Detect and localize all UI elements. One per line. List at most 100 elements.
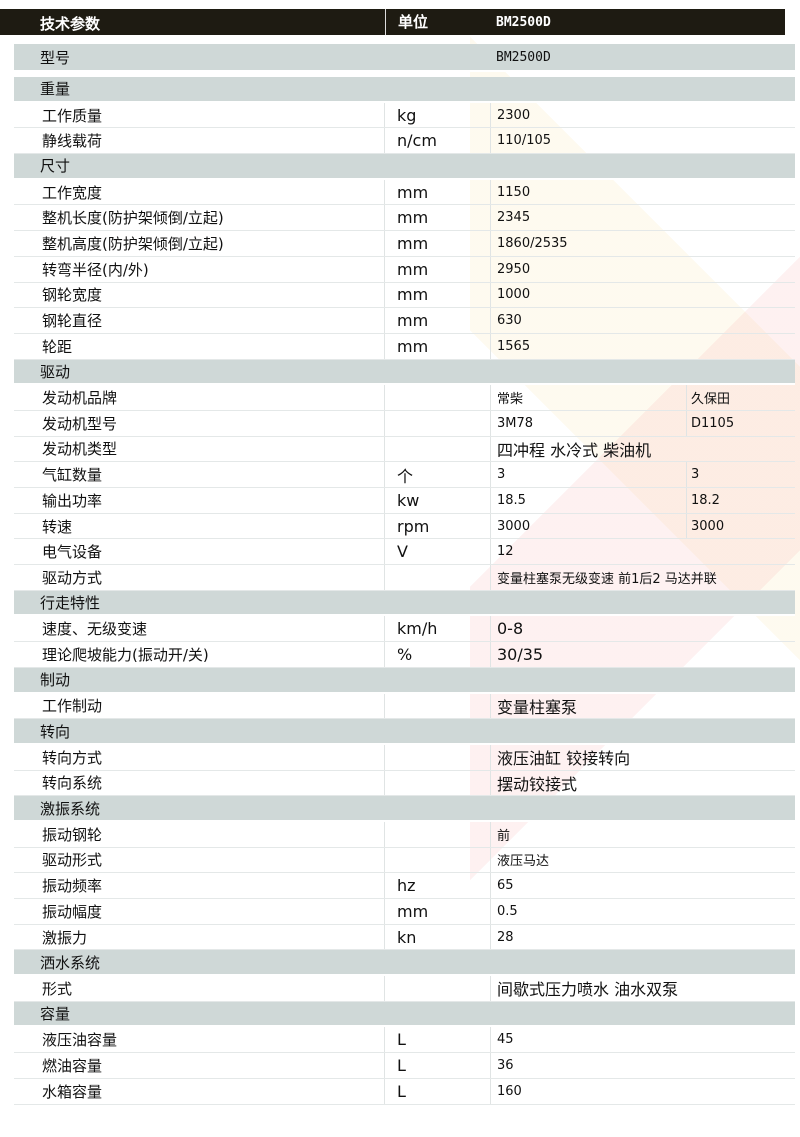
section-title: 尺寸 [40, 157, 71, 176]
value-cell: 2345 [490, 205, 795, 231]
spec-table: 型号 BM2500D 重量工作质量 kg 2300 静线载荷 n/cm 110/105 尺寸… [14, 44, 795, 1105]
value-cell-alt: 久保田 [686, 385, 795, 410]
param-label: 发动机类型 [42, 440, 118, 459]
unit-cell: mm [384, 256, 490, 282]
unit-cell: mm [384, 179, 490, 205]
value-cell: 前 [490, 821, 795, 847]
table-row: 水箱容量 L 160 [14, 1078, 795, 1105]
section-header: 容量 [14, 1001, 795, 1028]
param-label: 转速 [42, 517, 73, 536]
value-cell: 1860/2535 [490, 231, 795, 256]
value-cell: 1565 [490, 333, 795, 359]
table-row: 输出功率 kw 18.5 18.2 [14, 488, 795, 514]
table-row: 整机长度(防护架倾倒/立起) mm 2345 [14, 205, 795, 232]
param-label: 振动频率 [42, 877, 103, 896]
unit-cell: km/h [384, 616, 490, 642]
param-label: 钢轮宽度 [42, 286, 103, 305]
unit-cell: mm [384, 899, 490, 924]
unit-cell [384, 410, 490, 436]
table-row: 驱动方式 变量柱塞泵无级变速 前1后2 马达并联 [14, 565, 795, 591]
param-label: 气缸数量 [42, 466, 103, 485]
table-row: 转向系统 摆动铰接式 [14, 770, 795, 797]
unit-cell: 个 [384, 462, 490, 487]
value-cell: 65 [490, 873, 795, 898]
param-label: 工作制动 [42, 697, 103, 716]
section-header: 转向 [14, 719, 795, 745]
table-row: 静线载荷 n/cm 110/105 [14, 128, 795, 155]
table-row: 振动幅度 mm 0.5 [14, 899, 795, 925]
value-cell: 变量柱塞泵无级变速 前1后2 马达并联 [490, 565, 795, 590]
unit-cell: mm [384, 282, 490, 308]
unit-cell: L [384, 1027, 490, 1053]
unit-cell [384, 436, 490, 462]
param-label: 水箱容量 [42, 1082, 103, 1101]
value-cell: 12 [490, 539, 795, 565]
unit-cell: mm [384, 333, 490, 359]
table-row: 转弯半径(内/外) mm 2950 [14, 256, 795, 283]
section-header: 激振系统 [14, 796, 795, 822]
value-cell: 30/35 [490, 642, 795, 667]
param-label: 发动机型号 [42, 414, 118, 433]
section-title: 行走特性 [40, 594, 101, 613]
param-label: 转向方式 [42, 748, 103, 767]
table-row: 驱动形式 液压马达 [14, 847, 795, 874]
section-title: 转向 [40, 722, 71, 741]
value-cell: 110/105 [490, 128, 795, 154]
value-cell: 变量柱塞泵 [490, 693, 795, 719]
section-title: 容量 [40, 1005, 71, 1024]
section-header: 重量 [14, 77, 795, 103]
param-label: 钢轮直径 [42, 312, 103, 331]
value-cell: 液压油缸 铰接转向 [490, 744, 795, 770]
section-title: 激振系统 [40, 799, 101, 818]
table-row: 气缸数量个 3 3 [14, 462, 795, 488]
unit-cell: % [384, 642, 490, 667]
table-row: 工作质量 kg 2300 [14, 102, 795, 129]
value-cell: 液压马达 [490, 847, 795, 873]
value-cell: 18.5 [490, 488, 686, 513]
table-row: 激振力 kn 28 [14, 924, 795, 951]
param-label: 整机高度(防护架倾倒/立起) [42, 234, 224, 253]
param-label: 工作质量 [42, 106, 103, 125]
table-row: 转速 rpm 3000 3000 [14, 513, 795, 540]
table-row: 速度、无级变速 km/h 0-8 [14, 616, 795, 643]
param-label: 激振力 [42, 928, 88, 947]
table-row: 发动机品牌 常柴 久保田 [14, 385, 795, 411]
value-cell: 36 [490, 1053, 795, 1078]
table-row: 理论爬坡能力(振动开/关)% 30/35 [14, 642, 795, 668]
value-cell: 常柴 [490, 385, 686, 410]
unit-cell [384, 770, 490, 796]
unit-cell: mm [384, 308, 490, 333]
unit-cell: kw [384, 488, 490, 513]
param-label: 燃油容量 [42, 1056, 103, 1075]
section-header: 尺寸 [14, 154, 795, 180]
section-title: 洒水系统 [40, 953, 101, 972]
table-row: 发动机类型 四冲程 水冷式 柴油机 [14, 436, 795, 463]
value-cell: 0.5 [490, 899, 795, 924]
param-label: 液压油容量 [42, 1031, 118, 1050]
param-label: 形式 [42, 979, 73, 998]
value-cell: 2300 [490, 102, 795, 128]
param-label: 理论爬坡能力(振动开/关) [42, 645, 209, 664]
param-label: 转弯半径(内/外) [42, 260, 149, 279]
value-cell: 3M78 [490, 410, 686, 436]
section-header: 洒水系统 [14, 950, 795, 977]
table-row: 振动钢轮 前 [14, 821, 795, 848]
unit-cell: mm [384, 205, 490, 231]
value-cell: 1150 [490, 179, 795, 205]
param-label: 电气设备 [42, 543, 103, 562]
header-param: 技术参数 [40, 15, 101, 33]
param-label: 振动幅度 [42, 902, 103, 921]
unit-cell: L [384, 1053, 490, 1078]
unit-cell [384, 385, 490, 410]
table-row: 燃油容量 L 36 [14, 1053, 795, 1079]
model-label: 型号 [40, 48, 71, 67]
value-cell: 1000 [490, 282, 795, 308]
table-row: 振动频率 hz 65 [14, 873, 795, 899]
param-label: 静线载荷 [42, 132, 103, 151]
table-row: 整机高度(防护架倾倒/立起) mm 1860/2535 [14, 231, 795, 257]
value-cell-alt: D1105 [686, 410, 795, 436]
unit-cell: hz [384, 873, 490, 898]
unit-cell: kg [384, 102, 490, 128]
value-cell: 2950 [490, 256, 795, 282]
model-value: BM2500D [496, 49, 551, 65]
